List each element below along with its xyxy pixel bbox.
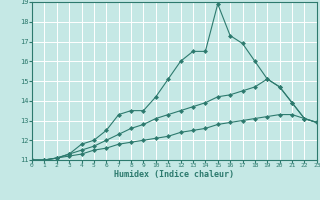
- X-axis label: Humidex (Indice chaleur): Humidex (Indice chaleur): [115, 170, 234, 179]
